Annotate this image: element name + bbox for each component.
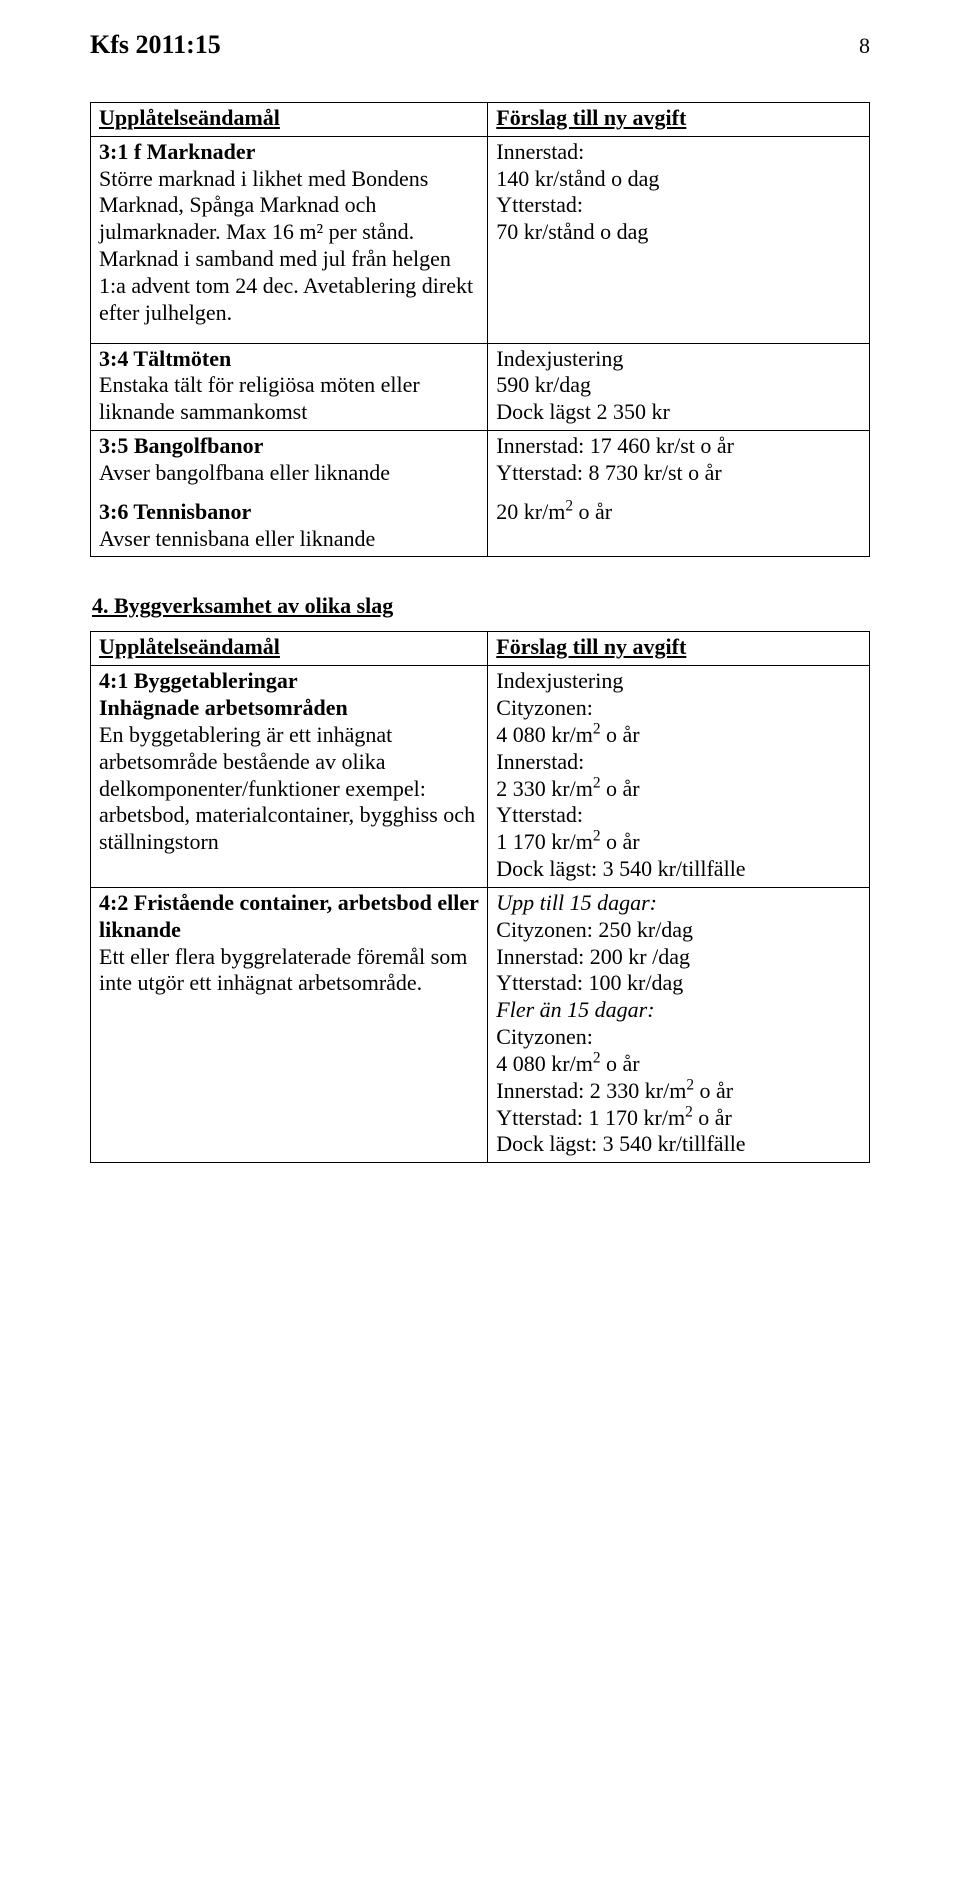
- document-id: Kfs 2011:15: [90, 30, 221, 60]
- row-right: Upp till 15 dagar:Cityzonen: 250 kr/dagI…: [488, 887, 870, 1162]
- table-row: 3:5 Bangolfbanor Avser bangolfbana eller…: [91, 431, 870, 557]
- col-header-left: Upplåtelseändamål: [99, 634, 280, 659]
- table-row: 3:4 Tältmöten Enstaka tält för religiösa…: [91, 343, 870, 430]
- rate-prefix: 20 kr/m: [496, 499, 565, 524]
- row-right: Innerstad: 17 460 kr/st o årYtterstad: 8…: [496, 433, 861, 487]
- row-body: Avser bangolfbana eller liknande: [99, 460, 390, 485]
- row-right: Innerstad:140 kr/stånd o dagYtterstad:70…: [488, 136, 870, 343]
- rate-suffix: o år: [573, 499, 612, 524]
- row-body: Avser tennisbana eller liknande: [99, 526, 375, 551]
- row-right: IndexjusteringCityzonen:4 080 kr/m2 o år…: [488, 666, 870, 888]
- row-title: 3:6 Tennisbanor: [99, 499, 251, 524]
- tariff-table-2: Upplåtelseändamål Förslag till ny avgift…: [90, 631, 870, 1163]
- table-row: 3:1 f Marknader Större marknad i likhet …: [91, 136, 870, 343]
- row-title: 3:1 f Marknader: [99, 139, 255, 164]
- col-header-right: Förslag till ny avgift: [496, 634, 686, 659]
- row-subtitle: Inhägnade arbetsområden: [99, 695, 348, 720]
- row-right-extra: 20 kr/m2 o år: [496, 499, 612, 524]
- col-header-right: Förslag till ny avgift: [496, 105, 686, 130]
- table-header-row: Upplåtelseändamål Förslag till ny avgift: [91, 632, 870, 666]
- page-number: 8: [859, 33, 870, 59]
- page-header: Kfs 2011:15 8: [90, 30, 870, 60]
- row-body: En byggetablering är ett inhägnat arbets…: [99, 722, 475, 854]
- row-title: 3:5 Bangolfbanor: [99, 433, 263, 458]
- row-title: 4:1 Byggetableringar: [99, 668, 298, 693]
- table-header-row: Upplåtelseändamål Förslag till ny avgift: [91, 103, 870, 137]
- page-container: Kfs 2011:15 8 Upplåtelseändamål Förslag …: [0, 0, 960, 1203]
- row-title: 3:4 Tältmöten: [99, 346, 231, 371]
- row-title: 4:2 Fristående container, arbetsbod elle…: [99, 890, 478, 942]
- superscript: 2: [565, 497, 573, 514]
- row-right: Indexjustering590 kr/dagDock lägst 2 350…: [488, 343, 870, 430]
- row-body: Ett eller flera byggrelaterade föremål s…: [99, 944, 467, 996]
- row-body: Större marknad i likhet med Bondens Mark…: [99, 166, 473, 325]
- section-heading: 4. Byggverksamhet av olika slag: [92, 593, 870, 619]
- row-body: Enstaka tält för religiösa möten eller l…: [99, 372, 420, 424]
- col-header-left: Upplåtelseändamål: [99, 105, 280, 130]
- table-row: 4:1 Byggetableringar Inhägnade arbetsomr…: [91, 666, 870, 888]
- tariff-table-1: Upplåtelseändamål Förslag till ny avgift…: [90, 102, 870, 557]
- table-row: 4:2 Fristående container, arbetsbod elle…: [91, 887, 870, 1162]
